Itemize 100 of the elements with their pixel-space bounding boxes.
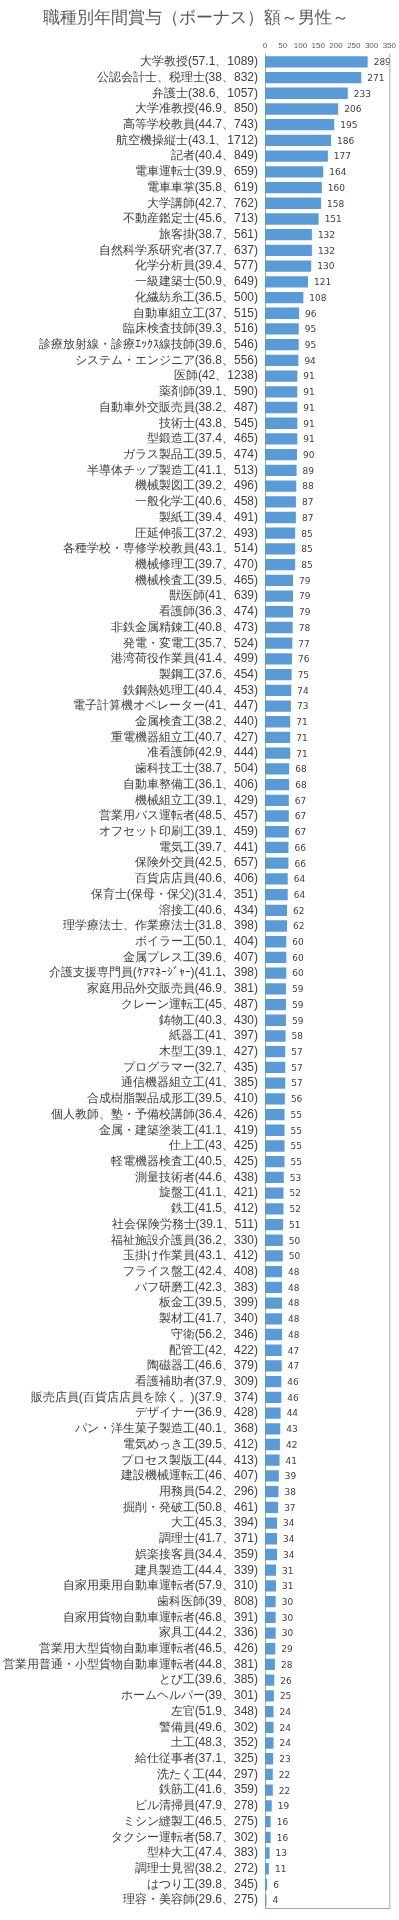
data-label: 30 (281, 1596, 294, 1607)
data-label: 22 (278, 1785, 291, 1796)
x-tick-label: 300 (364, 41, 379, 51)
data-label: 77 (298, 638, 310, 649)
data-label: 28 (280, 1659, 293, 1670)
data-label: 57 (291, 1078, 303, 1089)
bar (265, 527, 296, 539)
y-tick-label: 機械修理工(39.7、470) (134, 556, 258, 571)
bar (265, 841, 289, 854)
bar (265, 1737, 274, 1749)
data-label: 41 (285, 1455, 298, 1466)
bar (265, 386, 298, 398)
bar (265, 1156, 285, 1168)
data-label: 26 (280, 1675, 292, 1686)
bar (265, 71, 362, 84)
y-tick-label: 航空機操縦士(43.1、1712) (115, 132, 258, 147)
bar (265, 951, 287, 964)
bar (265, 1344, 282, 1356)
x-tick-label: 250 (347, 41, 362, 51)
y-tick-label: タクシー運転者(58.7、302) (110, 1829, 258, 1844)
y-tick-label: 守衛(56.2、346) (170, 1326, 258, 1341)
y-tick-label: 技術士(43.8、545) (157, 415, 258, 430)
data-label: 66 (294, 858, 307, 869)
bar (265, 1454, 280, 1466)
bar (265, 1784, 273, 1796)
bar (265, 339, 299, 351)
bar (265, 1705, 274, 1718)
bar (265, 244, 312, 257)
y-tick-label: 弁護士(38.6、1057) (151, 85, 258, 100)
y-tick-label: 看護師(36.3、474) (158, 604, 258, 619)
bar (265, 558, 296, 571)
y-tick-label: 理学療法士、作業療法士(31.8、398) (62, 918, 258, 933)
y-tick-label: デザイナー(36.9、428) (134, 1405, 258, 1420)
y-tick-label: 合成樹脂製品成形工(39.5、410) (86, 1091, 258, 1106)
y-tick-label: 社会保険労務士(39.1、511) (111, 1216, 258, 1231)
bar (265, 1470, 279, 1482)
data-label: 121 (313, 277, 332, 288)
y-tick-label: クレーン運転工(45、487) (120, 996, 258, 1011)
data-label: 160 (327, 182, 346, 193)
bar (265, 1030, 286, 1042)
bar (265, 1046, 286, 1058)
bar (265, 1800, 272, 1812)
bar (265, 904, 288, 916)
bar (265, 1360, 282, 1372)
bar (265, 1721, 274, 1733)
y-tick-label: 不動産鑑定士(45.6、713) (122, 211, 258, 226)
data-label: 74 (297, 685, 310, 696)
data-label: 71 (296, 732, 308, 743)
bar (265, 1061, 286, 1074)
data-label: 48 (288, 1282, 300, 1293)
data-label: 73 (296, 701, 309, 712)
bar (265, 1438, 280, 1451)
data-label: 34 (283, 1534, 295, 1545)
bar (265, 1108, 285, 1121)
bar (265, 1627, 276, 1639)
bar (265, 888, 288, 901)
y-tick-label: 警備員(49.6、302) (158, 1719, 258, 1734)
y-tick-label: 公認会計士、税理士(38、832) (96, 69, 258, 84)
y-tick-label: 鉄工(41.5、412) (170, 1201, 258, 1216)
bar (265, 276, 308, 288)
bar (265, 1297, 283, 1309)
y-tick-label: 営業用大型貨物自動車運転者(46.5、426) (38, 1641, 258, 1656)
y-tick-label: 金属・建築塗装工(41.1、419) (98, 1122, 258, 1137)
data-label: 37 (284, 1502, 296, 1513)
bar (265, 1485, 279, 1498)
data-label: 87 (301, 497, 314, 508)
data-label: 79 (299, 591, 311, 602)
y-tick-label: 自家用貨物自動車運転者(46.8、391) (62, 1609, 258, 1624)
y-tick-label: 獣医師(41、639) (168, 588, 258, 603)
y-tick-label: 半導体チップ製造工(41.1、513) (86, 462, 258, 477)
data-label: 91 (303, 402, 315, 413)
y-tick-label: 大学講師(42.7、762) (146, 195, 258, 210)
bar (265, 1753, 274, 1765)
bar (265, 778, 290, 791)
y-tick-label: ホームヘルパー(39、301) (120, 1688, 258, 1703)
bar (265, 590, 294, 602)
y-tick-label: 自然科学系研究者(37.7、637) (98, 242, 258, 257)
data-label: 151 (324, 214, 342, 225)
chart-title: 職種別年間賞与（ボーナス）額～男性～ (42, 6, 349, 27)
data-label: 164 (329, 167, 347, 178)
y-tick-label: 測量技術者(44.6、438) (134, 1169, 258, 1184)
bar (265, 1878, 268, 1891)
data-label: 91 (303, 434, 315, 445)
bar (265, 857, 289, 869)
data-label: 177 (333, 151, 352, 162)
bar (265, 1140, 285, 1152)
data-label: 64 (293, 874, 306, 885)
bar (265, 1391, 282, 1404)
y-tick-label: 自家用乗用自動車運転者(57.9、310) (62, 1578, 258, 1593)
bar (265, 967, 287, 979)
bar (265, 1517, 278, 1529)
data-label: 91 (303, 371, 315, 382)
x-tick-label: 200 (329, 41, 344, 51)
y-tick-label: 一般化学工(40.6、458) (134, 494, 258, 509)
bar (265, 810, 289, 822)
bar (265, 1014, 286, 1026)
bar (265, 1658, 275, 1671)
data-label: 91 (303, 387, 315, 398)
bar (265, 606, 294, 618)
bar (265, 1595, 276, 1608)
